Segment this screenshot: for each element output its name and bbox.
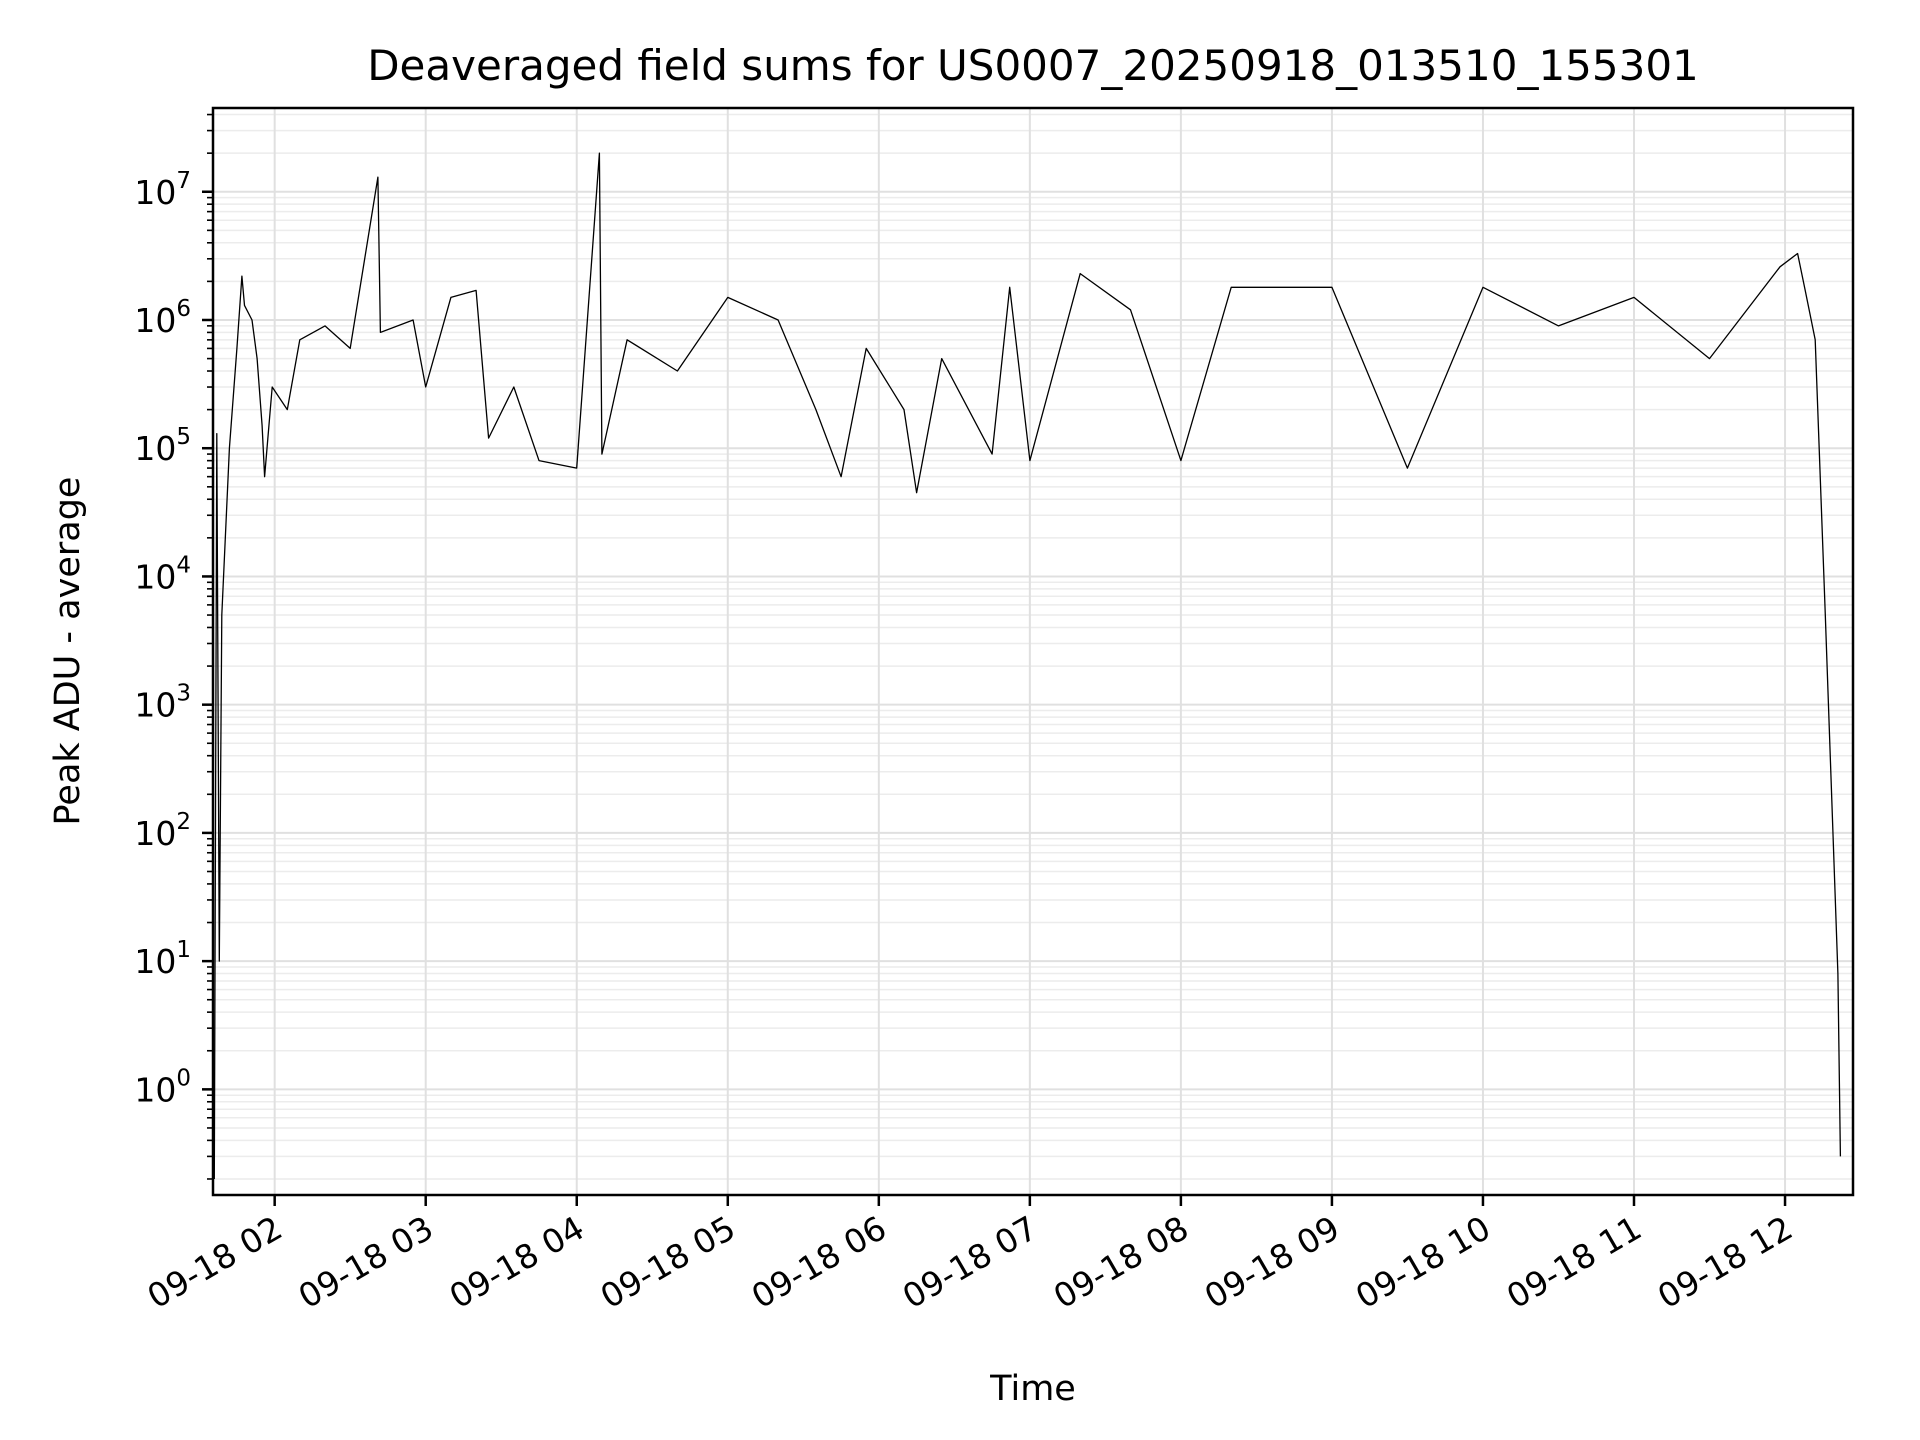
grid (213, 108, 1853, 1195)
y-tick-label: 103 (134, 681, 191, 725)
y-tick-label: 101 (134, 937, 191, 981)
series-layer (213, 152, 1842, 1180)
y-tick-label: 106 (134, 296, 191, 340)
y-axis-label: Peak ADU - average (48, 477, 88, 826)
y-tick-label: 107 (134, 168, 191, 212)
plot-frame (211, 106, 1855, 1197)
chart-title: Deaveraged field sums for US0007_2025091… (367, 41, 1699, 90)
x-axis-label: Time (989, 1369, 1076, 1409)
y-tick-label: 105 (134, 424, 191, 468)
y-tick-label: 104 (134, 552, 191, 596)
y-tick-label: 102 (134, 809, 191, 853)
series-line (213, 152, 1842, 1180)
y-tick-label: 100 (134, 1065, 191, 1109)
